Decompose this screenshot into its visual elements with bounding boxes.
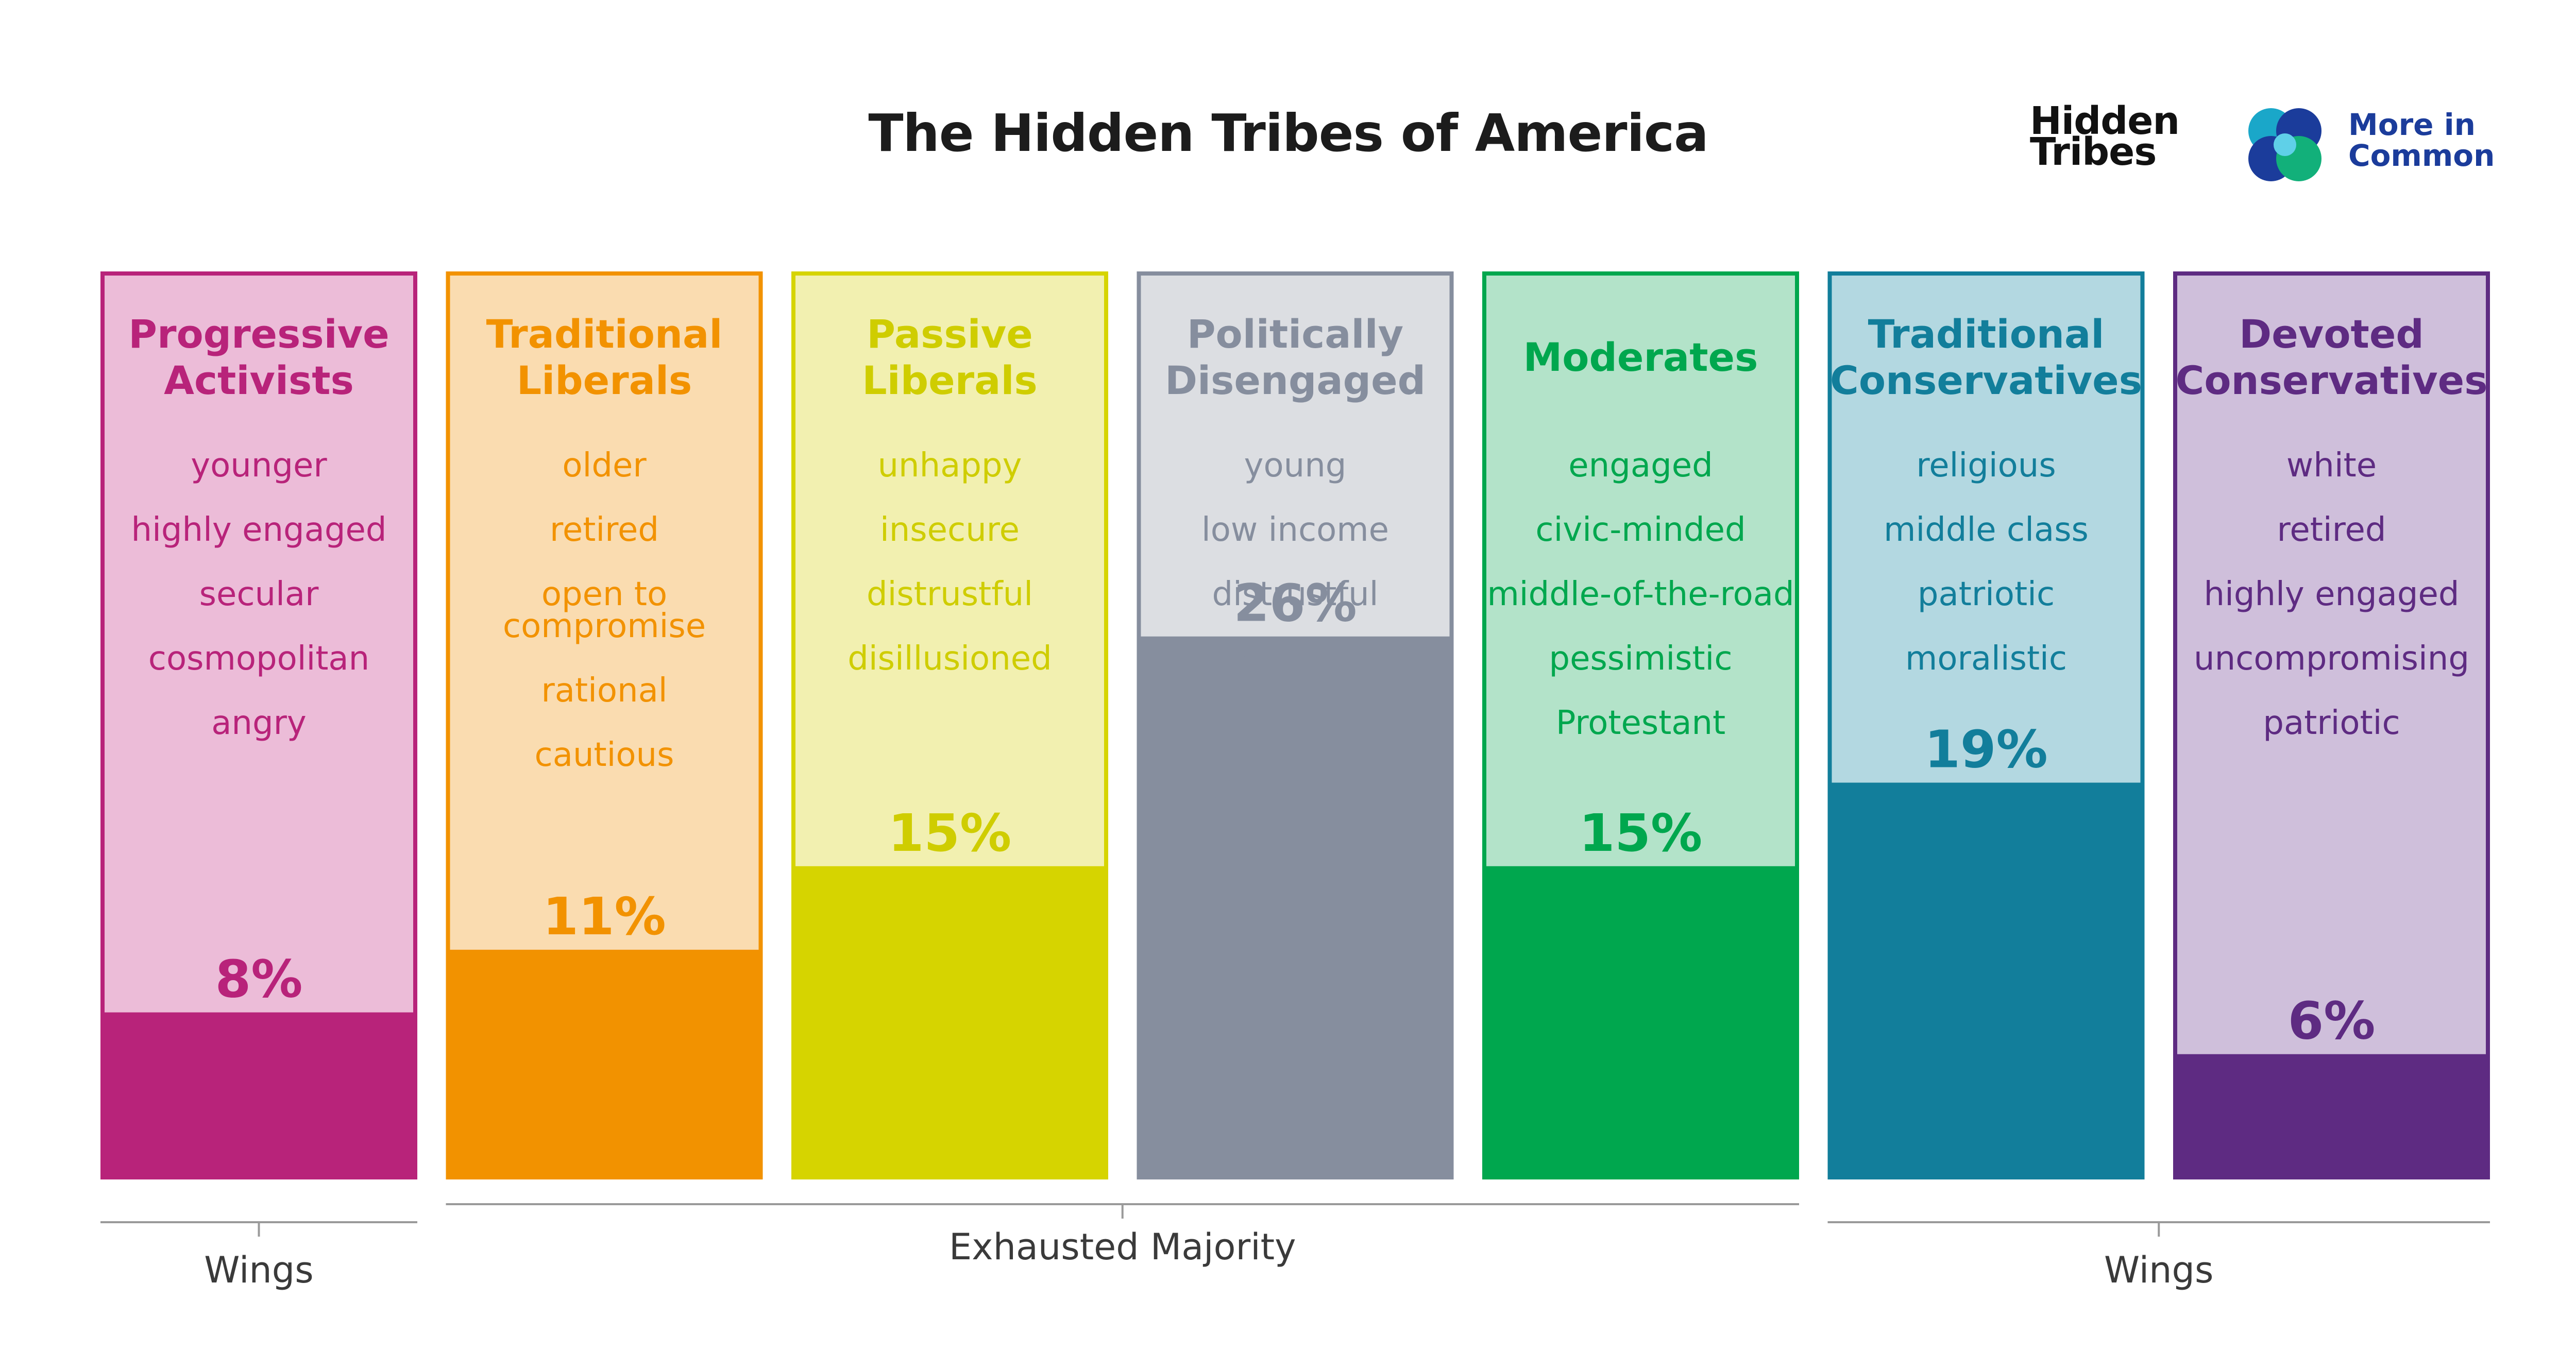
- trait-traditional-liberals: older: [562, 447, 647, 485]
- page-title: The Hidden Tribes of America: [868, 103, 1708, 163]
- trait-traditional-liberals: rational: [541, 672, 667, 710]
- group-label-wings-2: Wings: [2104, 1249, 2213, 1291]
- tribe-name-passive-liberals: Passive: [867, 311, 1033, 357]
- more-in-common-logo: More in Common: [2246, 102, 2566, 184]
- column-border-passive-liberals: [791, 271, 1108, 1179]
- bar-passive-liberals: [791, 866, 1108, 1179]
- trait-politically-disengaged: young: [1244, 447, 1347, 485]
- trait-traditional-liberals: cautious: [535, 736, 674, 774]
- column-border-progressive-activists: [100, 271, 417, 1179]
- trait-moderates: middle-of-the-road: [1487, 575, 1794, 613]
- more-in-common-mark-icon: [2248, 108, 2321, 181]
- group-label-exhausted-majority-1: Exhausted Majority: [949, 1226, 1296, 1268]
- trait-progressive-activists: secular: [199, 575, 319, 613]
- hidden-tribes-logo: Hidden Tribes: [2030, 99, 2215, 174]
- percent-label-progressive-activists: 8%: [215, 949, 303, 1009]
- more-in-common-text: More in Common: [2348, 109, 2495, 171]
- percent-label-devoted-conservatives: 6%: [2288, 991, 2376, 1051]
- more-in-common-line-2: Common: [2348, 138, 2495, 173]
- trait-traditional-liberals: retired: [550, 511, 659, 549]
- percent-label-moderates: 15%: [1579, 803, 1702, 863]
- tribe-name-politically-disengaged: Politically: [1187, 311, 1403, 357]
- trait-traditional-conservatives: moralistic: [1905, 640, 2067, 678]
- tribe-name-traditional-conservatives: Conservatives: [1830, 357, 2142, 403]
- trait-politically-disengaged: detached: [1218, 640, 1372, 678]
- trait-progressive-activists: cosmopolitan: [148, 640, 369, 678]
- column-border-devoted-conservatives: [2173, 271, 2490, 1179]
- group-label-wings-0: Wings: [204, 1249, 313, 1291]
- trait-politically-disengaged: distrustful: [1212, 575, 1378, 613]
- trait-passive-liberals: insecure: [880, 511, 1020, 549]
- trait-moderates: engaged: [1568, 447, 1713, 485]
- trait-politically-disengaged: conspiratorial: [1182, 768, 1408, 807]
- trait-devoted-conservatives: uncompromising: [2194, 640, 2469, 678]
- trait-passive-liberals: distrustful: [867, 575, 1033, 613]
- more-in-common-line-1: More in: [2348, 107, 2476, 142]
- trait-moderates: pessimistic: [1549, 640, 1733, 678]
- hidden-tribes-logo-line-2: Tribes: [2030, 130, 2157, 174]
- trait-traditional-liberals: compromise: [503, 607, 706, 645]
- tribe-name-traditional-liberals: Traditional: [486, 311, 723, 357]
- trait-progressive-activists: angry: [211, 704, 307, 742]
- percent-label-politically-disengaged: 26%: [1233, 573, 1357, 634]
- trait-traditional-conservatives: middle class: [1884, 511, 2089, 549]
- trait-traditional-liberals: open to: [541, 575, 667, 613]
- trait-devoted-conservatives: patriotic: [2263, 704, 2400, 742]
- bar-progressive-activists: [100, 1012, 417, 1179]
- tribe-name-devoted-conservatives: Devoted: [2239, 311, 2424, 357]
- trait-devoted-conservatives: white: [2286, 447, 2377, 485]
- trait-traditional-conservatives: religious: [1916, 447, 2056, 485]
- hidden-tribes-logo-line-1: Hidden: [2030, 99, 2180, 143]
- tribe-name-progressive-activists: Progressive: [128, 311, 389, 357]
- trait-devoted-conservatives: highly engaged: [2204, 575, 2460, 613]
- column-border-traditional-liberals: [446, 271, 763, 1179]
- trait-progressive-activists: highly engaged: [131, 511, 387, 549]
- tribe-name-moderates: Moderates: [1523, 334, 1758, 380]
- bar-traditional-conservatives: [1827, 782, 2145, 1179]
- trait-passive-liberals: disillusioned: [848, 640, 1052, 678]
- column-border-moderates: [1482, 271, 1799, 1179]
- trait-politically-disengaged: patriotic: [1227, 704, 1364, 742]
- percent-label-traditional-liberals: 11%: [543, 886, 666, 947]
- tribe-name-traditional-conservatives: Traditional: [1868, 311, 2105, 357]
- trait-traditional-conservatives: patriotic: [1918, 575, 2055, 613]
- column-devoted-conservatives: [2173, 271, 2490, 1179]
- trait-politically-disengaged: low income: [1201, 511, 1389, 549]
- bar-devoted-conservatives: [2173, 1054, 2490, 1179]
- tribe-name-passive-liberals: Liberals: [862, 357, 1037, 403]
- tribe-name-politically-disengaged: Disengaged: [1165, 357, 1426, 403]
- trait-moderates: Protestant: [1556, 704, 1725, 742]
- bar-traditional-liberals: [446, 949, 763, 1179]
- trait-progressive-activists: younger: [191, 447, 327, 485]
- bar-moderates: [1482, 866, 1799, 1179]
- column-border-politically-disengaged: [1137, 271, 1454, 1179]
- tribe-name-traditional-liberals: Liberals: [517, 357, 692, 403]
- trait-moderates: civic-minded: [1535, 511, 1745, 549]
- tribe-name-progressive-activists: Activists: [164, 357, 354, 403]
- percent-label-passive-liberals: 15%: [888, 803, 1011, 863]
- trait-passive-liberals: unhappy: [877, 447, 1022, 485]
- percent-label-traditional-conservatives: 19%: [1924, 720, 2047, 780]
- trait-devoted-conservatives: retired: [2277, 511, 2386, 549]
- column-border-traditional-conservatives: [1827, 271, 2145, 1179]
- bar-politically-disengaged: [1137, 636, 1454, 1179]
- tribe-name-devoted-conservatives: Conservatives: [2176, 357, 2488, 403]
